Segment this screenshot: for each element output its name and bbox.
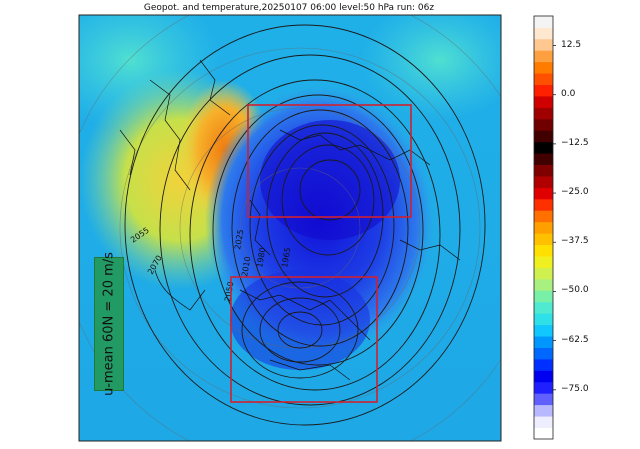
colorbar-segment xyxy=(534,301,553,314)
colorbar-segment xyxy=(534,381,553,394)
colorbar-segment xyxy=(534,358,553,371)
cyan-region-ne xyxy=(360,15,501,120)
colorbar-tick-label: 0.0 xyxy=(561,88,576,99)
colorbar-segment xyxy=(534,141,553,154)
lower-box xyxy=(230,276,378,403)
colorbar-tick-marks xyxy=(553,45,556,391)
colorbar-segment xyxy=(534,416,553,428)
colorbar-segment xyxy=(534,290,553,303)
colorbar-segment xyxy=(534,336,553,348)
colorbar-tick-label: −12.5 xyxy=(561,137,589,148)
colorbar-segment xyxy=(534,38,553,51)
colorbar-segment xyxy=(534,256,553,268)
colorbar-segment xyxy=(534,244,553,257)
colorbar-segment xyxy=(534,176,553,188)
colorbar-segment xyxy=(534,61,553,74)
colorbar-segment xyxy=(534,313,553,326)
colorbar-segment xyxy=(534,221,553,234)
colorbar-tick-label: −25.0 xyxy=(561,187,589,198)
colorbar-segment xyxy=(534,404,553,417)
colorbar-tick-label: −75.0 xyxy=(561,383,589,394)
colorbar-segment xyxy=(534,107,553,120)
colorbar-tick-label: −62.5 xyxy=(561,334,589,345)
colorbar-segment xyxy=(534,130,553,143)
colorbar-segment xyxy=(534,393,553,406)
contour-label-1980: 1980 xyxy=(255,247,267,269)
colorbar-segment xyxy=(534,187,553,200)
colorbar-segment xyxy=(534,27,553,40)
colorbar-tick-label: −37.5 xyxy=(561,236,589,247)
geopotential-contours xyxy=(124,24,486,426)
colorbar-segment xyxy=(534,210,553,223)
colorbar-segment xyxy=(534,324,553,337)
colorbar-segment xyxy=(534,267,553,280)
colorbar-segment xyxy=(534,233,553,246)
colorbar-segment xyxy=(534,73,553,85)
colorbar-segment xyxy=(534,16,553,28)
colorbar-segment xyxy=(534,347,553,360)
colorbar-segment xyxy=(534,427,553,440)
vortex-core xyxy=(260,120,400,240)
colorbar-segment xyxy=(534,153,553,166)
colorbar-segment xyxy=(534,96,553,108)
contour-label-2010: 2010 xyxy=(240,256,252,278)
contour-label-2025: 2025 xyxy=(233,229,245,251)
coastlines xyxy=(119,59,461,381)
contour-label-2050: 2050 xyxy=(223,281,235,303)
colorbar-segment xyxy=(534,370,553,383)
colorbar-frame xyxy=(533,15,554,440)
u-mean-annotation: u-mean 60N = 20 m/s xyxy=(94,252,124,396)
colorbar-tick-label: −50.0 xyxy=(561,285,589,296)
colorbar-segment xyxy=(534,118,553,131)
colorbar-segment xyxy=(534,84,553,97)
upper-box xyxy=(247,104,412,218)
colorbar-segment xyxy=(534,198,553,211)
colorbar-segment xyxy=(534,278,553,291)
contour-label-1965: 1965 xyxy=(280,247,292,269)
colorbar-segment xyxy=(534,50,553,63)
colorbar-segment xyxy=(534,164,553,177)
map-title: Geopot. and temperature,20250107 06:00 l… xyxy=(143,3,435,13)
map-frame xyxy=(78,14,502,442)
colorbar-segments xyxy=(534,16,553,440)
colorbar-tick-label: 12.5 xyxy=(561,39,582,50)
